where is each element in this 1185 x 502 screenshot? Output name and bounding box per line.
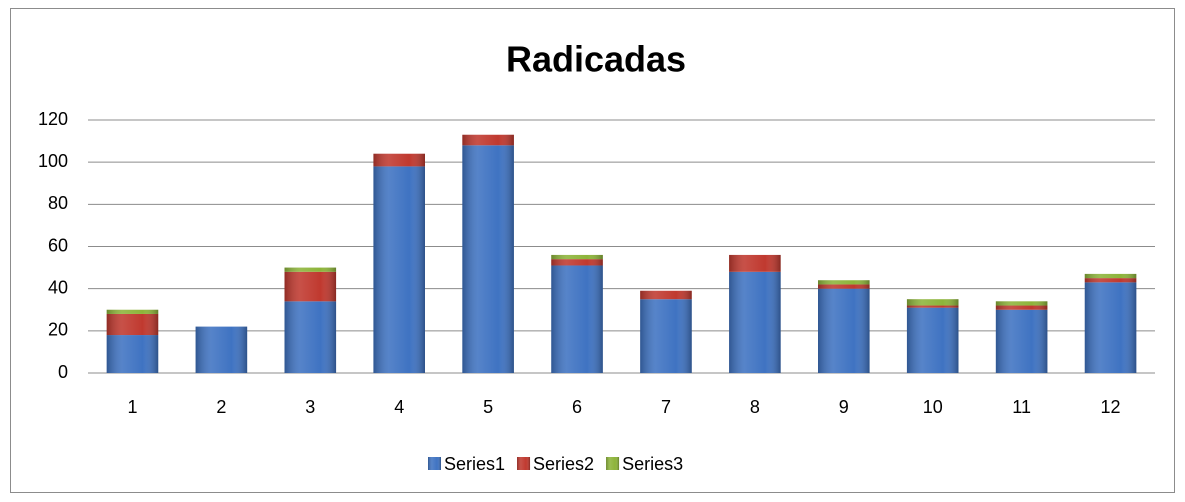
bar-shine (284, 271, 337, 302)
bar-shine (1084, 282, 1137, 373)
y-tick-label: 80 (48, 193, 68, 213)
bar-shine (106, 309, 159, 314)
bar-shine (1084, 273, 1137, 279)
bar-shine (818, 284, 870, 289)
bar-shine (373, 153, 425, 167)
y-tick-label: 60 (48, 235, 68, 255)
x-tick-label: 2 (216, 397, 226, 417)
x-tick-label: 6 (572, 397, 582, 417)
bar-shine (729, 271, 781, 373)
bar-shine (462, 145, 514, 373)
bar-shine (106, 313, 159, 336)
bar-shine (995, 309, 1048, 373)
x-tick-label: 8 (750, 397, 760, 417)
x-tick-label: 1 (127, 397, 137, 417)
bar-shine (551, 254, 603, 260)
y-tick-label: 0 (58, 362, 68, 382)
chart-title: Radicadas (506, 39, 686, 80)
legend-label: Series2 (533, 454, 594, 474)
bar-shine (818, 280, 870, 285)
x-tick-label: 12 (1101, 397, 1121, 417)
bar-shine (906, 307, 959, 373)
bar-shine (640, 290, 692, 300)
legend-label: Series3 (622, 454, 683, 474)
bar-shine (284, 301, 337, 373)
legend-swatch-shine (517, 457, 531, 470)
bar-shine (106, 335, 159, 373)
legend-swatch-shine (606, 457, 620, 470)
x-tick-label: 3 (305, 397, 315, 417)
chart-border (10, 8, 1175, 493)
bar-shine (906, 299, 959, 306)
x-tick-label: 5 (483, 397, 493, 417)
bar-shine (906, 305, 959, 308)
bar-shine (284, 267, 337, 272)
x-tick-label: 11 (1012, 397, 1031, 417)
bar-shine (995, 305, 1048, 310)
bar-shine (640, 299, 692, 373)
bar-shine (818, 288, 870, 373)
bar-shine (729, 254, 781, 272)
y-tick-label: 20 (48, 320, 68, 340)
x-tick-label: 4 (394, 397, 404, 417)
legend-swatch-shine (428, 457, 441, 470)
bar-shine (373, 166, 425, 373)
x-tick-label: 7 (661, 397, 671, 417)
y-tick-label: 100 (38, 151, 68, 171)
y-tick-label: 120 (38, 109, 68, 129)
legend-label: Series1 (444, 454, 505, 474)
x-tick-label: 9 (839, 397, 849, 417)
bar-shine (1084, 278, 1137, 283)
bar-shine (195, 326, 248, 373)
bar-shine (995, 301, 1048, 306)
y-tick-label: 40 (48, 277, 68, 297)
x-tick-label: 10 (923, 397, 943, 417)
bar-shine (462, 134, 514, 146)
bar-shine (551, 265, 603, 373)
bar-shine (551, 259, 603, 266)
